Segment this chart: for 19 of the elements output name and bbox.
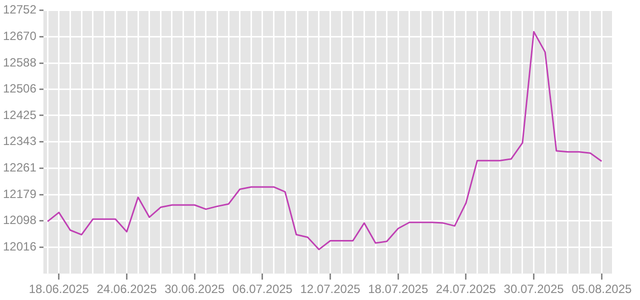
x-tick-label: 24.07.2025 [436, 282, 496, 296]
y-tick-label: 12179 [2, 187, 37, 202]
x-tick-label: 30.06.2025 [164, 282, 225, 296]
y-tick-label: 12016 [2, 240, 37, 254]
y-tick-label: 12752 [2, 2, 37, 17]
x-tick-label: 18.07.2025 [368, 282, 428, 296]
y-tick-label: 12425 [2, 108, 37, 122]
x-tick-label: 18.06.2025 [28, 282, 90, 296]
x-tick-label: 06.07.2025 [232, 282, 293, 296]
x-tick-label: 24.06.2025 [96, 282, 158, 296]
x-tick-label: 30.07.2025 [504, 282, 564, 296]
y-tick-label: 12506 [2, 82, 37, 96]
y-tick-label: 12343 [2, 134, 37, 148]
y-tick-label: 12098 [2, 213, 37, 228]
x-tick-label: 12.07.2025 [300, 282, 361, 296]
x-tick-label: 05.08.2025 [572, 282, 632, 296]
y-tick-label: 12670 [2, 28, 37, 43]
y-tick-label: 12588 [2, 55, 37, 70]
y-tick-label: 12261 [2, 160, 37, 175]
